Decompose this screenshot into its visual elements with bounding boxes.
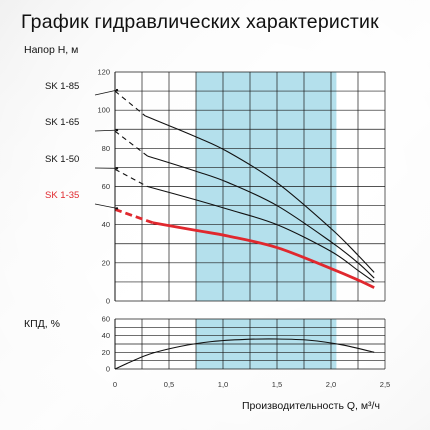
series-dashed-sk-1-85: [114, 90, 146, 117]
series-label-sk-1-85: SK 1-85: [45, 81, 79, 92]
x-tick-label: 2,5: [380, 380, 390, 389]
x-tick-label: 0: [113, 380, 117, 389]
y-tick-label-head: 20: [102, 258, 110, 267]
series-line-sk-1-35: [152, 221, 375, 289]
series-leader-dot-sk-1-50: [115, 167, 119, 170]
series-dashed-sk-1-35: [114, 208, 154, 225]
y-tick-label-efficiency: 20: [102, 348, 110, 357]
chart-title: График гидравлических характеристик: [21, 11, 379, 33]
series-line-sk-1-50: [147, 185, 375, 283]
x-tick-label: 0,5: [164, 380, 174, 389]
series-leader-sk-1-85: [94, 89, 118, 96]
series-leader-sk-1-65: [94, 129, 118, 132]
y-tick-label-efficiency: 0: [106, 365, 110, 374]
y-tick-label-head: 0: [106, 297, 110, 306]
series-label-sk-1-35: SK 1-35: [45, 190, 79, 201]
series-dashed-sk-1-50: [114, 168, 148, 187]
x-tick-label: 1,0: [218, 380, 228, 389]
series-leader-sk-1-35: [94, 203, 118, 209]
y-axis-label-head: Напор H, м: [24, 44, 79, 56]
series-leader-dot-sk-1-85: [115, 88, 119, 92]
series-label-sk-1-50: SK 1-50: [45, 154, 79, 165]
series-label-sk-1-65: SK 1-65: [45, 117, 79, 128]
series-line-sk-1-65: [147, 155, 375, 279]
series-dashed-sk-1-65: [114, 130, 148, 157]
series-line-sk-1-85: [145, 115, 375, 273]
y-tick-label-efficiency: 40: [102, 331, 110, 340]
x-tick-label: 2,0: [326, 380, 336, 389]
y-tick-label-head: 60: [102, 182, 110, 191]
y-tick-label-head: 120: [97, 68, 110, 77]
series-leader-dot-sk-1-65: [115, 128, 119, 132]
x-tick-label: 1,5: [272, 380, 282, 389]
series-leader-dot-sk-1-35: [115, 207, 119, 210]
x-axis-label: Производительность Q, м³/ч: [242, 400, 380, 412]
efficiency-curve: [114, 338, 375, 370]
y-tick-label-head: 100: [97, 106, 110, 115]
y-axis-label-efficiency: КПД, %: [24, 318, 60, 330]
y-tick-label-head: 40: [102, 220, 110, 229]
y-tick-label-head: 80: [102, 144, 110, 153]
y-tick-label-efficiency: 60: [102, 315, 110, 324]
